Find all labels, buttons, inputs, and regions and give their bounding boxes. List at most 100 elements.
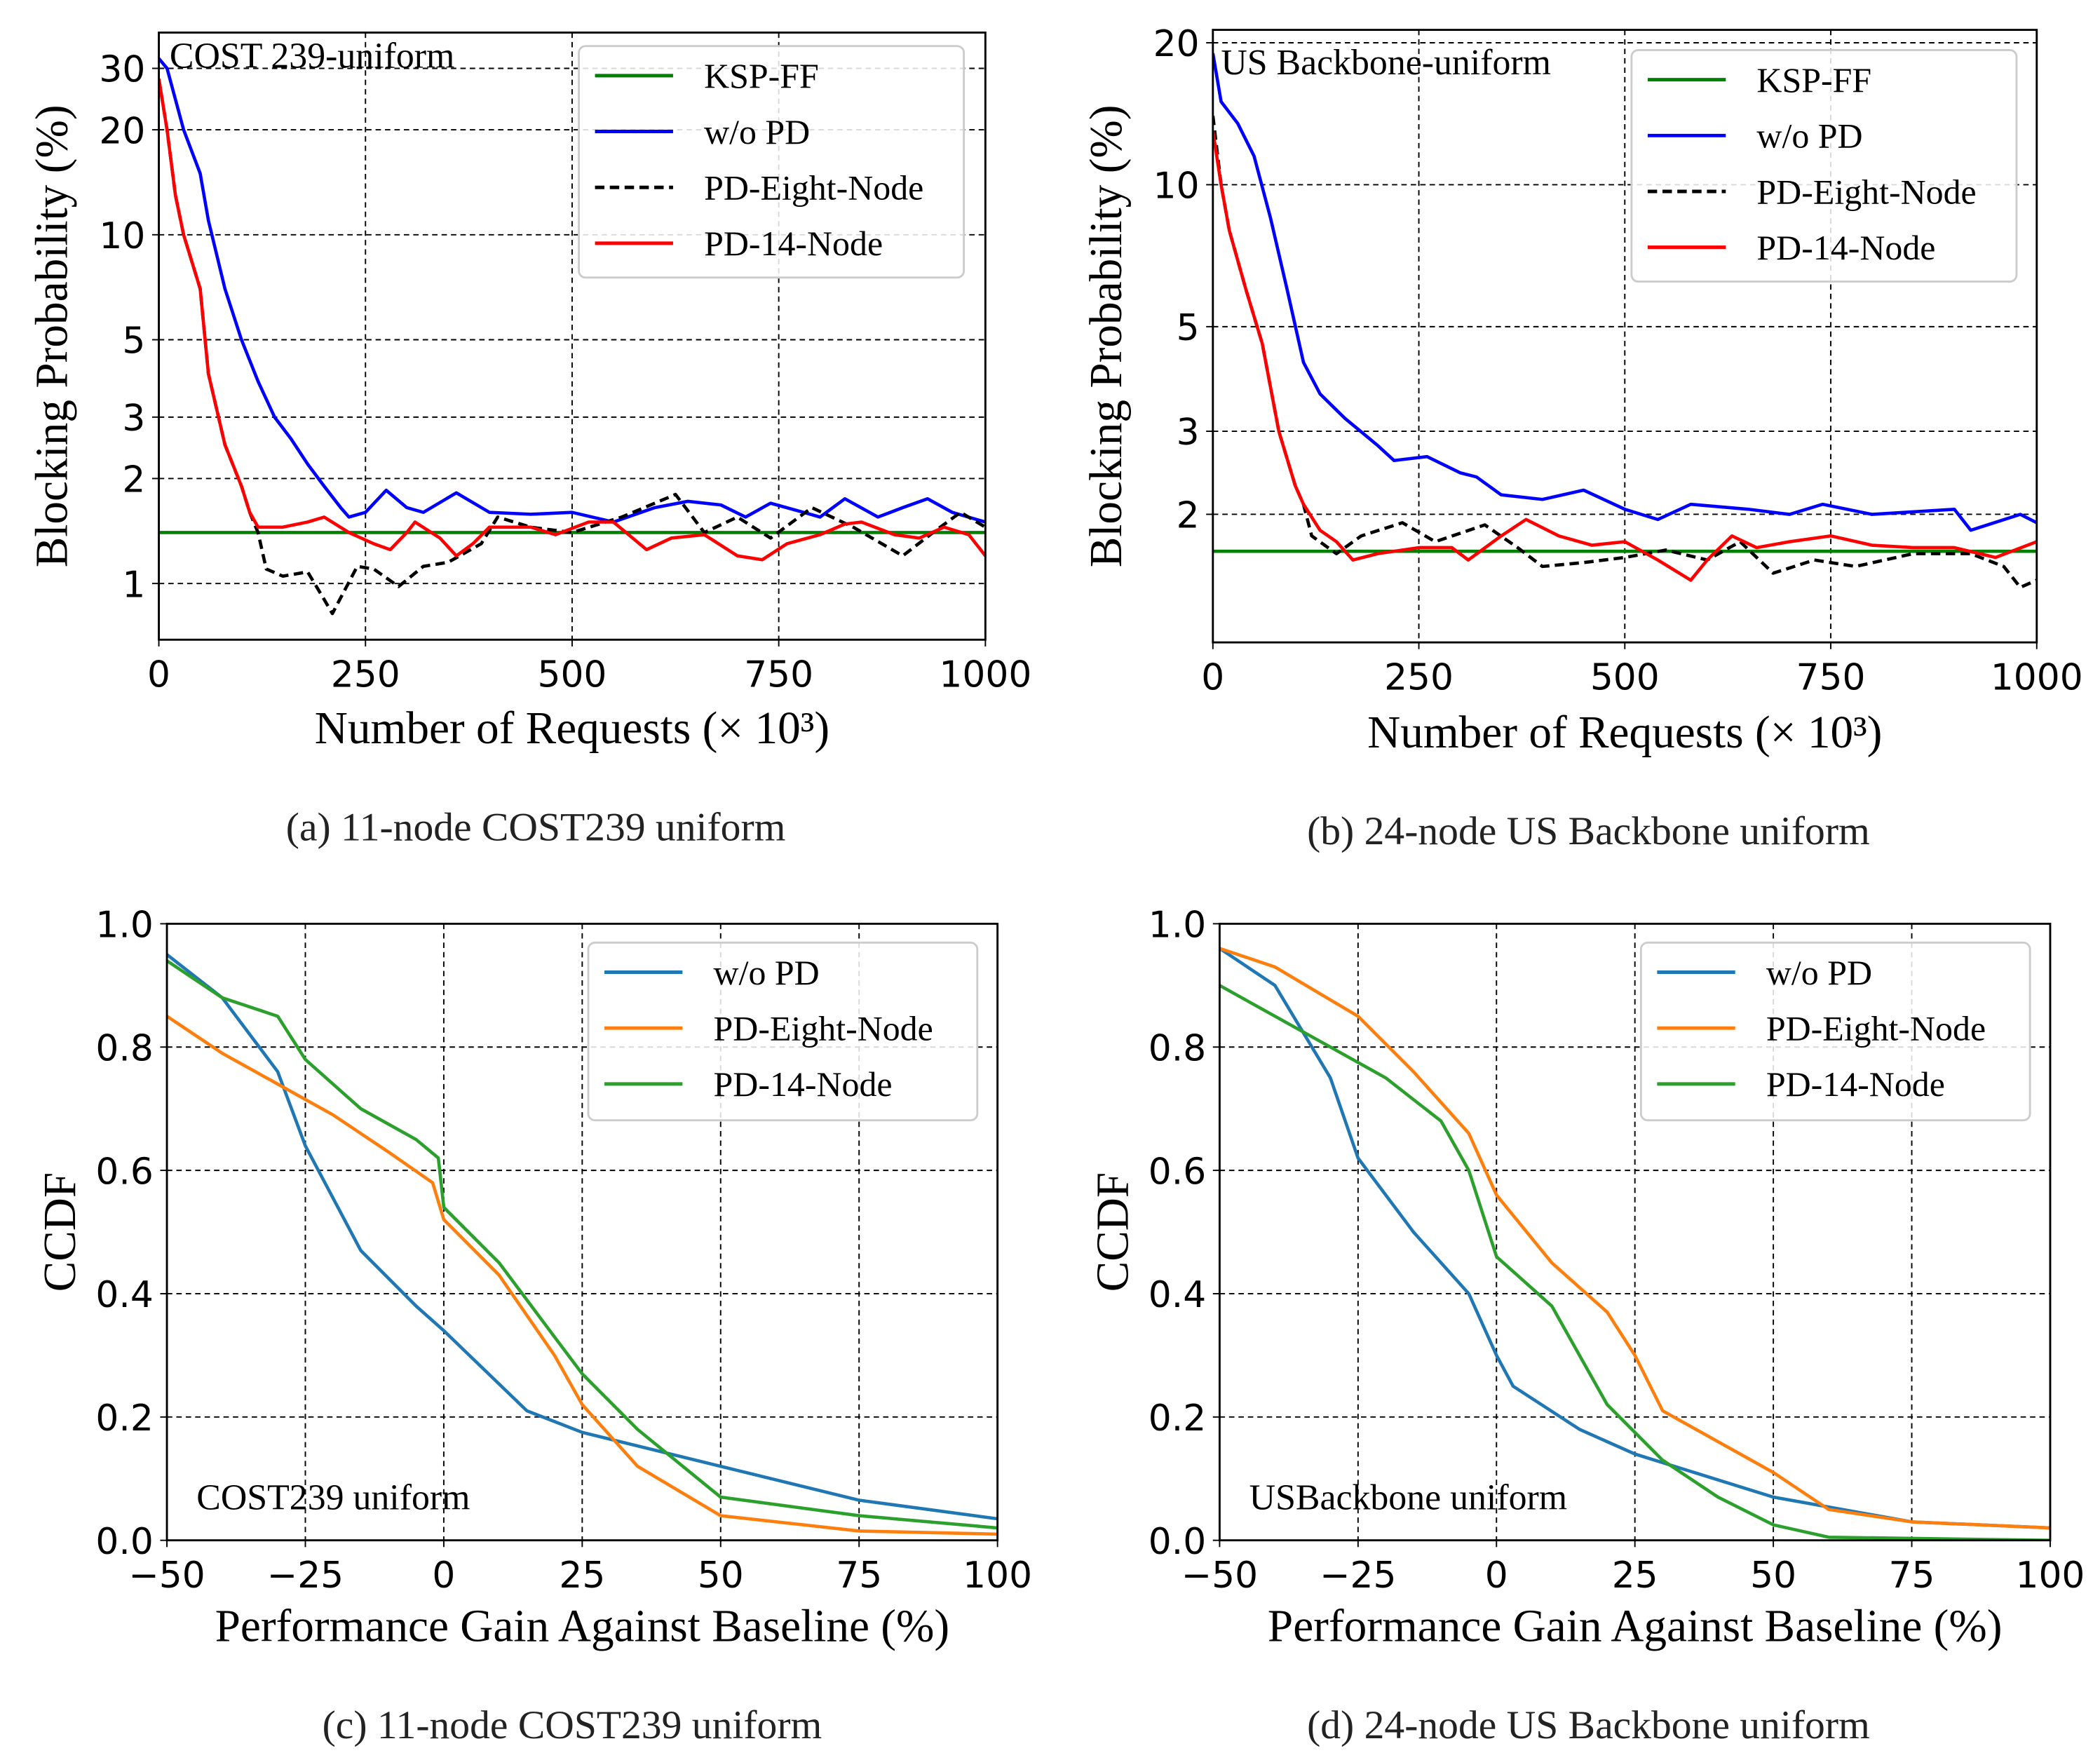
series-group: [1212, 53, 2037, 589]
series-line-w-o-pd: [167, 953, 998, 1521]
subfigure-caption: (a) 11-node COST239 uniform: [286, 805, 786, 849]
legend: KSP-FF w/o PD PD-Eight-Node PD-14-Node: [578, 45, 966, 279]
x-tick-label: 25: [559, 1555, 605, 1597]
y-tick-label: 0.8: [95, 1027, 153, 1069]
legend-label: w/o PD: [1756, 117, 1862, 156]
subfigure-caption: (c) 11-node COST239 uniform: [323, 1703, 822, 1747]
plot-frame: [158, 32, 987, 641]
series-group: [158, 57, 986, 616]
series-line-pd-14-node: [1219, 984, 2050, 1541]
x-axis-label: Number of Requests (× 10³): [315, 703, 829, 754]
x-tick-label: 50: [1750, 1555, 1796, 1597]
legend-label: w/o PD: [1766, 954, 1872, 992]
legend: w/o PD PD-Eight-Node PD-14-Node: [1639, 941, 2031, 1122]
series-line-pd-eight-node: [1212, 115, 2037, 589]
y-tick-label: 5: [1177, 307, 1200, 349]
legend-label: KSP-FF: [1756, 61, 1871, 100]
x-tick-label: −25: [1320, 1555, 1396, 1597]
y-tick-label: 0.6: [95, 1151, 153, 1193]
legend-label: PD-Eight-Node: [704, 169, 923, 208]
legend: w/o PD PD-Eight-Node PD-14-Node: [587, 941, 979, 1122]
chart-panel-b: 0 250 500 750 1000 2 3 5 10 20 US Backbone-uniform…: [1081, 23, 2083, 853]
legend-label: w/o PD: [704, 113, 810, 151]
legend-label: w/o PD: [714, 954, 820, 992]
plot-frame: [165, 922, 999, 1542]
plot-frame: [1218, 922, 2052, 1542]
x-tick-label: 750: [744, 654, 813, 696]
plot-annotation: COST 239-uniform: [170, 36, 454, 76]
chart-panel-c: −50 −25 0 25 50 75 100 0.0 0.2 0.4 0.6 0.8 1.0 COST23…: [35, 905, 1032, 1747]
series-line-pd-14-node: [167, 959, 998, 1530]
plot-frame: [1212, 29, 2038, 644]
x-tick-label: 0: [1485, 1555, 1508, 1597]
x-tick-label: −50: [128, 1555, 205, 1597]
x-tick-label: 250: [331, 654, 400, 696]
x-tick-label: 750: [1796, 656, 1866, 698]
y-tick-label: 0.0: [1149, 1521, 1206, 1563]
x-tick-label: 0: [147, 654, 170, 696]
y-tick-label: 3: [122, 398, 145, 440]
legend: KSP-FF w/o PD PD-Eight-Node PD-14-Node: [1630, 48, 2018, 283]
y-axis-label: Blocking Probability (%): [1081, 104, 1132, 567]
series-line-pd-14-node: [1212, 130, 2037, 582]
series-line-pd-eight-node: [1219, 947, 2050, 1530]
legend-label: PD-14-Node: [714, 1065, 893, 1104]
legend-box: [1639, 941, 2031, 1122]
y-tick-label: 1.0: [95, 905, 153, 947]
y-tick-label: 20: [99, 110, 145, 152]
y-axis-label: CCDF: [1088, 1172, 1138, 1292]
legend-box: [1630, 48, 2018, 283]
legend-box: [578, 45, 966, 279]
x-tick-label: 250: [1384, 656, 1454, 698]
y-axis-label: CCDF: [35, 1172, 86, 1292]
legend-label: PD-14-Node: [1756, 229, 1935, 267]
legend-label: PD-Eight-Node: [1766, 1009, 1986, 1048]
y-tick-label: 30: [99, 49, 145, 91]
legend-label: PD-14-Node: [1766, 1065, 1945, 1104]
y-tick-label: 0.2: [1149, 1397, 1206, 1440]
y-tick-label: 0.2: [95, 1397, 153, 1440]
y-tick-label: 0.0: [95, 1521, 153, 1563]
legend-label: PD-Eight-Node: [714, 1009, 933, 1048]
plot-annotation: USBackbone uniform: [1249, 1478, 1567, 1518]
x-tick-label: 75: [1889, 1555, 1935, 1597]
x-tick-label: 0: [1201, 656, 1224, 698]
series-group: [167, 953, 998, 1536]
legend-box: [587, 941, 979, 1122]
x-tick-label: 500: [1590, 656, 1660, 698]
y-tick-label: 1: [122, 564, 145, 606]
legend-label: PD-Eight-Node: [1756, 172, 1976, 211]
x-tick-label: 50: [698, 1555, 744, 1597]
x-tick-label: 100: [2015, 1555, 2085, 1597]
series-line-w-o-pd: [1219, 947, 2050, 1530]
x-axis-label: Performance Gain Against Baseline (%): [215, 1602, 950, 1652]
x-tick-label: 1000: [939, 654, 1031, 696]
chart-panel-a: 0 250 500 750 1000 1 2 3 5 10 20 30 COST 239-uniform…: [27, 32, 1031, 849]
legend-label: PD-14-Node: [704, 224, 883, 263]
y-tick-label: 0.8: [1149, 1027, 1206, 1069]
series-line-pd-eight-node: [167, 1015, 998, 1536]
y-tick-label: 10: [1153, 165, 1200, 208]
y-tick-label: 0.6: [1149, 1151, 1206, 1193]
x-axis-label: Number of Requests (× 10³): [1367, 708, 1882, 758]
subfigure-caption: (d) 24-node US Backbone uniform: [1307, 1703, 1870, 1747]
x-tick-label: 500: [537, 654, 607, 696]
x-tick-label: 100: [963, 1555, 1032, 1597]
plot-annotation: COST239 uniform: [196, 1478, 470, 1518]
x-axis-label: Performance Gain Against Baseline (%): [1268, 1602, 2003, 1652]
y-tick-label: 20: [1153, 23, 1200, 65]
y-tick-label: 0.4: [95, 1274, 153, 1316]
x-tick-label: −25: [267, 1555, 344, 1597]
x-tick-label: 0: [432, 1555, 455, 1597]
y-axis-label: Blocking Probability (%): [27, 104, 78, 567]
legend-label: KSP-FF: [704, 57, 819, 95]
plot-annotation: US Backbone-uniform: [1221, 43, 1551, 83]
series-line-pd-14-node: [158, 79, 986, 562]
y-tick-label: 1.0: [1149, 905, 1206, 947]
series-line-w-o-pd: [158, 57, 986, 524]
y-tick-label: 10: [99, 215, 145, 257]
x-tick-label: 1000: [1991, 656, 2083, 698]
series-group: [1219, 947, 2050, 1541]
subfigure-caption: (b) 24-node US Backbone uniform: [1307, 809, 1870, 853]
y-tick-label: 2: [122, 459, 145, 501]
